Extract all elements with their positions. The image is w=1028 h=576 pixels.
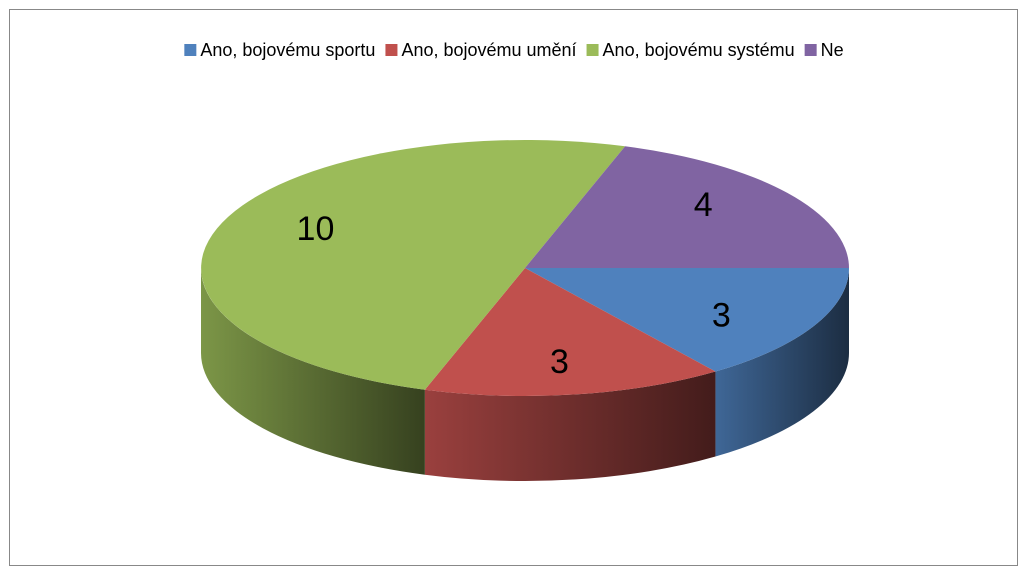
legend-label: Ano, bojovému sportu — [200, 40, 375, 60]
pie-slice — [424, 268, 716, 396]
pie-slice — [525, 146, 849, 268]
legend-swatch — [586, 44, 599, 56]
legend: Ano, bojovému sportu Ano, bojovému umění A… — [184, 40, 844, 60]
data-label: 4 — [694, 186, 713, 224]
data-label: 3 — [712, 296, 731, 334]
legend-swatch — [184, 44, 197, 56]
pie-side — [201, 268, 425, 475]
legend-swatch — [804, 44, 817, 56]
pie-slice — [201, 140, 626, 390]
legend-label: Ne — [821, 40, 844, 60]
data-label: 10 — [297, 210, 335, 248]
data-label: 3 — [550, 343, 569, 381]
pie-side — [424, 371, 716, 481]
pie-tops: 3 3 10 4 — [201, 140, 849, 396]
legend-swatch — [385, 44, 398, 56]
pie-slice — [525, 268, 849, 372]
legend-label: Ano, bojovému systému — [603, 40, 795, 60]
pie-sides — [201, 268, 849, 481]
legend-label: Ano, bojovému umění — [401, 40, 576, 60]
pie-side — [715, 268, 849, 457]
